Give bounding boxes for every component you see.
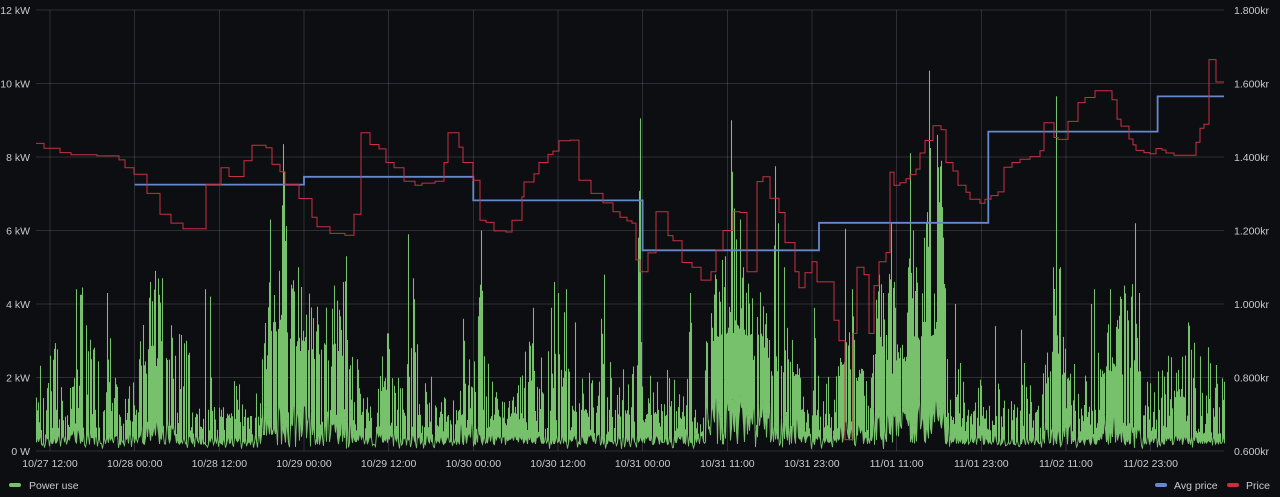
svg-text:1.800kr: 1.800kr — [1234, 5, 1270, 17]
svg-text:Avg price: Avg price — [1174, 480, 1218, 492]
svg-text:1.000kr: 1.000kr — [1234, 299, 1270, 311]
svg-text:8 kW: 8 kW — [6, 152, 30, 164]
svg-text:0.600kr: 0.600kr — [1234, 446, 1270, 458]
svg-text:0.800kr: 0.800kr — [1234, 373, 1270, 385]
svg-text:10/28 00:00: 10/28 00:00 — [107, 458, 163, 470]
svg-text:1.400kr: 1.400kr — [1234, 152, 1270, 164]
svg-text:Price: Price — [1246, 480, 1270, 492]
svg-text:10/29 12:00: 10/29 12:00 — [361, 458, 417, 470]
svg-text:1.200kr: 1.200kr — [1234, 226, 1270, 238]
svg-text:Power use: Power use — [29, 480, 79, 492]
svg-text:10/31 11:00: 10/31 11:00 — [700, 458, 755, 470]
svg-text:10 kW: 10 kW — [0, 79, 30, 91]
svg-text:12 kW: 12 kW — [0, 5, 30, 17]
svg-text:1.600kr: 1.600kr — [1234, 79, 1270, 91]
svg-text:10/31 00:00: 10/31 00:00 — [615, 458, 671, 470]
svg-text:10/31 23:00: 10/31 23:00 — [784, 458, 840, 470]
svg-text:10/28 12:00: 10/28 12:00 — [192, 458, 248, 470]
svg-text:10/27 12:00: 10/27 12:00 — [22, 458, 78, 470]
svg-text:11/02 23:00: 11/02 23:00 — [1123, 458, 1178, 470]
svg-text:11/02 11:00: 11/02 11:00 — [1039, 458, 1093, 470]
svg-text:10/30 12:00: 10/30 12:00 — [530, 458, 586, 470]
svg-text:11/01 23:00: 11/01 23:00 — [954, 458, 1009, 470]
svg-text:10/30 00:00: 10/30 00:00 — [446, 458, 502, 470]
svg-text:10/29 00:00: 10/29 00:00 — [276, 458, 332, 470]
svg-text:0 W: 0 W — [11, 446, 30, 458]
svg-text:4 kW: 4 kW — [6, 299, 30, 311]
svg-text:11/01 11:00: 11/01 11:00 — [870, 458, 924, 470]
svg-text:6 kW: 6 kW — [6, 226, 30, 238]
svg-text:2 kW: 2 kW — [6, 373, 30, 385]
